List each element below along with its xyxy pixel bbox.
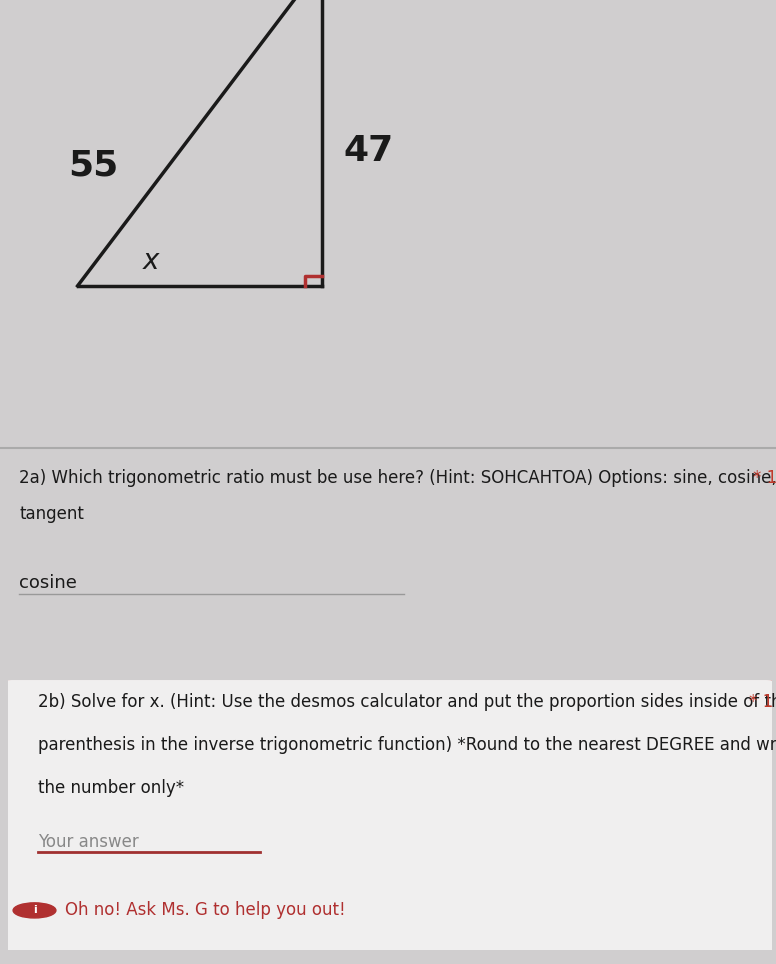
Text: * 1: * 1: [753, 469, 776, 487]
Text: 47: 47: [344, 134, 393, 168]
Text: the number only*: the number only*: [38, 780, 185, 797]
Text: i: i: [33, 905, 36, 916]
Text: 55: 55: [68, 148, 119, 183]
Text: 2a) Which trigonometric ratio must be use here? (Hint: SOHCAHTOA) Options: sine,: 2a) Which trigonometric ratio must be us…: [19, 469, 776, 487]
Text: tangent: tangent: [19, 505, 85, 522]
Circle shape: [13, 903, 56, 918]
Text: 2b) Solve for x. (Hint: Use the desmos calculator and put the proportion sides i: 2b) Solve for x. (Hint: Use the desmos c…: [38, 693, 776, 711]
Text: cosine: cosine: [19, 574, 78, 592]
Text: x: x: [143, 247, 160, 275]
Text: Oh no! Ask Ms. G to help you out!: Oh no! Ask Ms. G to help you out!: [65, 901, 346, 920]
FancyBboxPatch shape: [0, 679, 776, 952]
Text: parenthesis in the inverse trigonometric function) *Round to the nearest DEGREE : parenthesis in the inverse trigonometric…: [38, 736, 776, 754]
Text: Your answer: Your answer: [38, 834, 139, 851]
Text: * 1: * 1: [749, 693, 774, 711]
